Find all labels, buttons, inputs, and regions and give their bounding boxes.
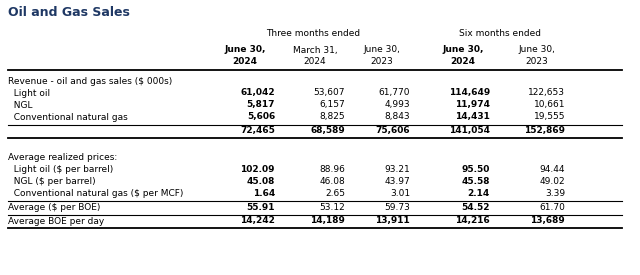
Text: 2023: 2023 bbox=[371, 56, 394, 65]
Text: 141,054: 141,054 bbox=[449, 126, 490, 136]
Text: June 30,: June 30, bbox=[518, 45, 556, 54]
Text: 13,911: 13,911 bbox=[375, 216, 410, 226]
Text: 1.64: 1.64 bbox=[253, 189, 275, 199]
Text: Revenue - oil and gas sales ($ 000s): Revenue - oil and gas sales ($ 000s) bbox=[8, 76, 172, 86]
Text: 45.08: 45.08 bbox=[246, 177, 275, 186]
Text: 3.01: 3.01 bbox=[390, 189, 410, 199]
Text: 8,843: 8,843 bbox=[385, 112, 410, 122]
Text: 43.97: 43.97 bbox=[384, 177, 410, 186]
Text: 122,653: 122,653 bbox=[528, 89, 565, 98]
Text: June 30,: June 30, bbox=[224, 45, 266, 54]
Text: 2024: 2024 bbox=[304, 56, 326, 65]
Text: 2024: 2024 bbox=[451, 56, 476, 65]
Text: Light oil ($ per barrel): Light oil ($ per barrel) bbox=[8, 166, 113, 175]
Text: 6,157: 6,157 bbox=[319, 100, 345, 109]
Text: 59.73: 59.73 bbox=[384, 202, 410, 211]
Text: 2023: 2023 bbox=[525, 56, 548, 65]
Text: 19,555: 19,555 bbox=[534, 112, 565, 122]
Text: 61,042: 61,042 bbox=[241, 89, 275, 98]
Text: 14,431: 14,431 bbox=[455, 112, 490, 122]
Text: 14,216: 14,216 bbox=[455, 216, 490, 226]
Text: 3.39: 3.39 bbox=[545, 189, 565, 199]
Text: 102.09: 102.09 bbox=[241, 166, 275, 175]
Text: Conventional natural gas ($ per MCF): Conventional natural gas ($ per MCF) bbox=[8, 189, 184, 199]
Text: Average BOE per day: Average BOE per day bbox=[8, 216, 104, 226]
Text: 114,649: 114,649 bbox=[449, 89, 490, 98]
Text: 75,606: 75,606 bbox=[376, 126, 410, 136]
Text: 14,242: 14,242 bbox=[240, 216, 275, 226]
Text: 46.08: 46.08 bbox=[319, 177, 345, 186]
Text: 72,465: 72,465 bbox=[240, 126, 275, 136]
Text: 61.70: 61.70 bbox=[539, 202, 565, 211]
Text: Conventional natural gas: Conventional natural gas bbox=[8, 112, 128, 122]
Text: 53.12: 53.12 bbox=[319, 202, 345, 211]
Text: 54.52: 54.52 bbox=[461, 202, 490, 211]
Text: 10,661: 10,661 bbox=[534, 100, 565, 109]
Text: 2.65: 2.65 bbox=[325, 189, 345, 199]
Text: 93.21: 93.21 bbox=[384, 166, 410, 175]
Text: 2024: 2024 bbox=[232, 56, 257, 65]
Text: 4,993: 4,993 bbox=[385, 100, 410, 109]
Text: March 31,: March 31, bbox=[292, 45, 337, 54]
Text: Light oil: Light oil bbox=[8, 89, 50, 98]
Text: 5,817: 5,817 bbox=[246, 100, 275, 109]
Text: Average ($ per BOE): Average ($ per BOE) bbox=[8, 202, 100, 211]
Text: NGL ($ per barrel): NGL ($ per barrel) bbox=[8, 177, 95, 186]
Text: 11,974: 11,974 bbox=[455, 100, 490, 109]
Text: 152,869: 152,869 bbox=[524, 126, 565, 136]
Text: 14,189: 14,189 bbox=[310, 216, 345, 226]
Text: Average realized prices:: Average realized prices: bbox=[8, 153, 117, 163]
Text: 95.50: 95.50 bbox=[461, 166, 490, 175]
Text: 8,825: 8,825 bbox=[319, 112, 345, 122]
Text: 13,689: 13,689 bbox=[531, 216, 565, 226]
Text: NGL: NGL bbox=[8, 100, 33, 109]
Text: 45.58: 45.58 bbox=[461, 177, 490, 186]
Text: 2.14: 2.14 bbox=[468, 189, 490, 199]
Text: 5,606: 5,606 bbox=[247, 112, 275, 122]
Text: 94.44: 94.44 bbox=[540, 166, 565, 175]
Text: 55.91: 55.91 bbox=[246, 202, 275, 211]
Text: June 30,: June 30, bbox=[442, 45, 484, 54]
Text: Six months ended: Six months ended bbox=[459, 29, 541, 39]
Text: Three months ended: Three months ended bbox=[266, 29, 360, 39]
Text: 68,589: 68,589 bbox=[310, 126, 345, 136]
Text: 49.02: 49.02 bbox=[540, 177, 565, 186]
Text: June 30,: June 30, bbox=[364, 45, 401, 54]
Text: Oil and Gas Sales: Oil and Gas Sales bbox=[8, 7, 130, 20]
Text: 88.96: 88.96 bbox=[319, 166, 345, 175]
Text: 53,607: 53,607 bbox=[314, 89, 345, 98]
Text: 61,770: 61,770 bbox=[378, 89, 410, 98]
